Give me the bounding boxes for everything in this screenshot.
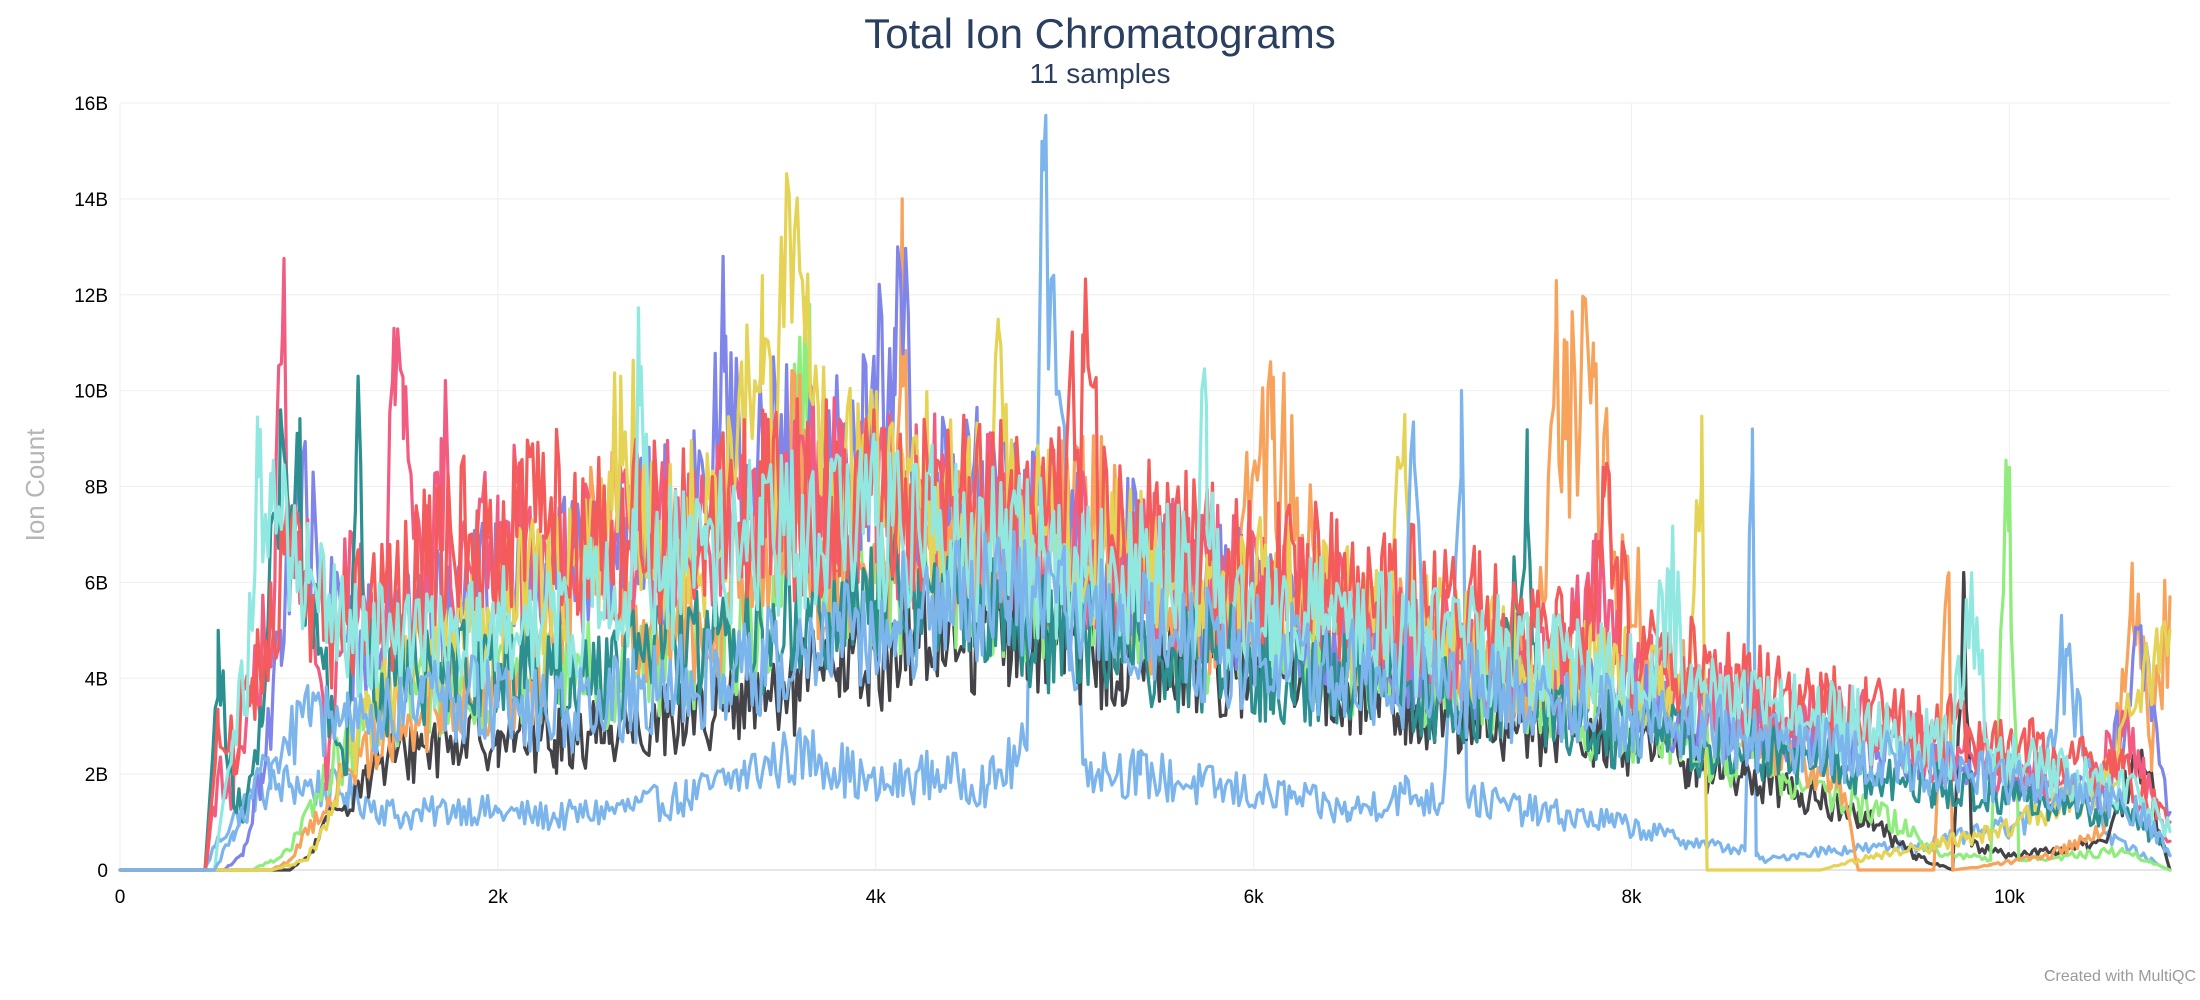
y-tick-label: 4B [85,669,108,690]
x-tick-label: 0 [115,887,126,908]
y-tick-label: 6B [85,573,108,594]
credit-text: Created with MultiQC [2043,968,2196,985]
series-lines [118,113,2172,872]
y-tick-label: 16B [74,94,108,115]
chart-title: Total Ion Chromatograms [864,10,1336,57]
chart-subtitle: 11 samples [1029,58,1171,89]
y-tick-label: 12B [74,286,108,307]
y-tick-label: 8B [85,478,108,499]
series-line [118,420,2172,872]
y-tick-label: 0 [97,861,108,882]
x-tick-label: 4k [866,887,887,908]
series-line [118,172,2172,872]
axes: 0 2B 4B 6B 8B 10B 12B 14B 16B 0 2k 4k 6k 8k 10k [74,94,2025,908]
x-tick-label: 6k [1244,887,1265,908]
series-line [118,113,2172,872]
x-tick-label: 8k [1621,887,1642,908]
y-axis-label: Ion Count [20,428,50,542]
y-tick-label: 14B [74,190,108,211]
y-tick-label: 2B [85,765,108,786]
y-tick-label: 10B [74,382,108,403]
x-tick-label: 10k [1994,887,2025,908]
x-tick-label: 2k [488,887,509,908]
